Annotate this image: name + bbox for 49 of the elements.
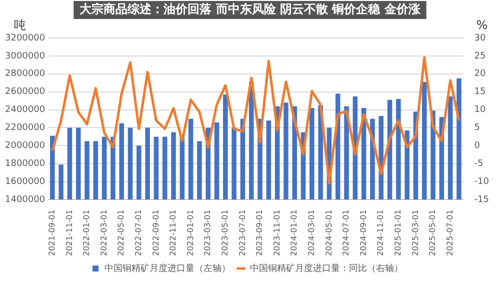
y2-tick-label: 0: [474, 141, 480, 152]
y-tick-label: 1400000: [4, 194, 46, 205]
chart-title: 大宗商品综述：油价回落 而中东风险 阴云不散 铜价企稳 金价涨: [80, 2, 422, 16]
y-tick-label: 1600000: [4, 176, 46, 187]
x-tick-label: 2023-01-01: [186, 210, 195, 256]
y-tick-label: 2800000: [4, 69, 46, 80]
x-tick-label: 2025-05-01: [428, 210, 438, 256]
y2-tick-label: 20: [474, 69, 486, 80]
y2-tick-label: -10: [474, 176, 490, 187]
x-tick-label: 2024-07-01: [342, 210, 351, 256]
x-tick-label: 2022-11-01: [168, 210, 178, 256]
x-tick-label: 2022-07-01: [134, 210, 143, 256]
x-tick-label: 2025-07-01: [445, 210, 454, 256]
x-tick-label: 2022-05-01: [116, 210, 126, 256]
x-tick-label: 2021-09-01: [47, 210, 56, 256]
y2-tick-label: 10: [474, 105, 486, 116]
x-tick-label: 2023-03-01: [203, 210, 212, 256]
x-tick-label: 2022-01-01: [82, 210, 92, 256]
x-tick-label: 2023-09-01: [255, 210, 264, 256]
legend-label: 中国铜精矿月度进口量：同比（右轴）: [250, 262, 403, 274]
x-tick-label: 2024-11-01: [376, 210, 386, 256]
legend-label: 中国铜精矿月度进口量（左轴）: [104, 262, 230, 274]
x-tick-label: 2024-01-01: [290, 210, 299, 256]
y-tick-label: 1800000: [4, 158, 46, 169]
y2-tick-label: 30: [474, 33, 486, 44]
x-tick-label: 2023-05-01: [220, 210, 230, 256]
y-tick-label: 2200000: [4, 123, 46, 134]
x-tick-label: 2025-01-01: [394, 210, 402, 256]
x-tick-label: 2023-11-01: [272, 210, 282, 256]
x-tick-label: 2023-07-01: [238, 210, 247, 256]
y-tick-label: 3000000: [4, 51, 46, 62]
y-tick-label: 2000000: [4, 141, 46, 152]
y2-tick-label: -15: [474, 194, 490, 205]
y2-axis-title: %: [476, 18, 488, 32]
x-tick-label: 2022-03-01: [99, 210, 108, 256]
y2-tick-label: 25: [474, 51, 486, 62]
x-tick-label: 2024-09-01: [358, 210, 368, 256]
x-tick-label: 2021-11-01: [64, 210, 74, 256]
y2-tick-label: 5: [474, 123, 480, 134]
y-tick-label: 2600000: [4, 87, 46, 98]
y-axis-title: 吨: [14, 18, 26, 32]
x-tick-label: 2024-05-01: [324, 210, 334, 256]
y2-tick-label: -5: [474, 158, 484, 169]
y2-tick-label: 15: [474, 87, 486, 98]
x-tick-label: 2025-03-01: [410, 210, 420, 256]
y-tick-label: 2400000: [4, 105, 46, 116]
x-tick-label: 2022-09-01: [151, 210, 160, 256]
x-tick-label: 2024-03-01: [306, 210, 316, 256]
y-tick-label: 3200000: [4, 33, 46, 44]
